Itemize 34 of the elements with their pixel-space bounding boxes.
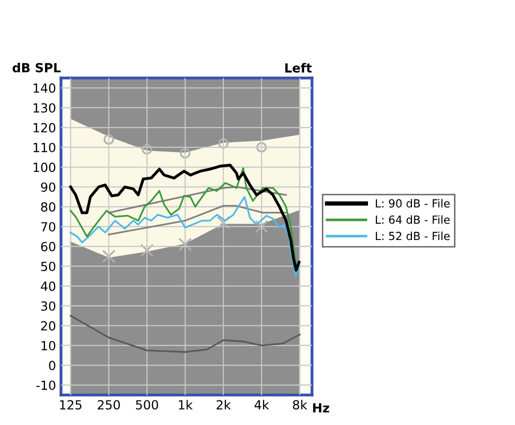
y-tick-label: 30: [41, 301, 56, 311]
legend-label: L: 90 dB - File: [376, 198, 450, 208]
point: [102, 250, 116, 263]
chart-title: Left: [285, 62, 312, 73]
x-axis-title: Hz: [313, 403, 330, 412]
point: [178, 238, 192, 252]
y-tick-label: 120: [34, 123, 56, 132]
point: [254, 220, 268, 234]
y-tick-label: 140: [34, 83, 56, 93]
y-tick-label: 130: [34, 103, 56, 113]
y-tick-label: 70: [41, 222, 56, 232]
x-tick-label: 125: [60, 400, 82, 410]
point: [216, 216, 230, 230]
x-tick-label: 8k: [292, 400, 308, 410]
y-tick-label: 90: [41, 182, 56, 192]
y-tick-label: 60: [41, 242, 56, 252]
x-tick-label: 1k: [178, 400, 193, 410]
y-tick-label: 0: [49, 360, 56, 370]
x-tick-label: 500: [136, 400, 158, 410]
legend-label: L: 64 dB - File: [376, 215, 450, 224]
legend-label: L: 52 dB - File: [376, 232, 450, 240]
x-tick-label: 2k: [216, 400, 231, 410]
y-tick-label: -10: [36, 380, 56, 390]
y-tick-label: 10: [42, 340, 56, 350]
y-tick-label: 40: [40, 282, 56, 291]
y-tick-label: 20: [41, 321, 56, 331]
y-tick-label: 50: [41, 262, 56, 272]
x-tick-label: 4k: [254, 400, 270, 410]
y-tick-label: 100: [34, 162, 56, 172]
point: [140, 244, 154, 258]
x-tick-label: 250: [98, 400, 120, 410]
y-tick-label: 110: [34, 142, 56, 152]
y-axis-title: dB SPL: [12, 62, 61, 72]
y-tick-label: 80: [41, 202, 56, 212]
